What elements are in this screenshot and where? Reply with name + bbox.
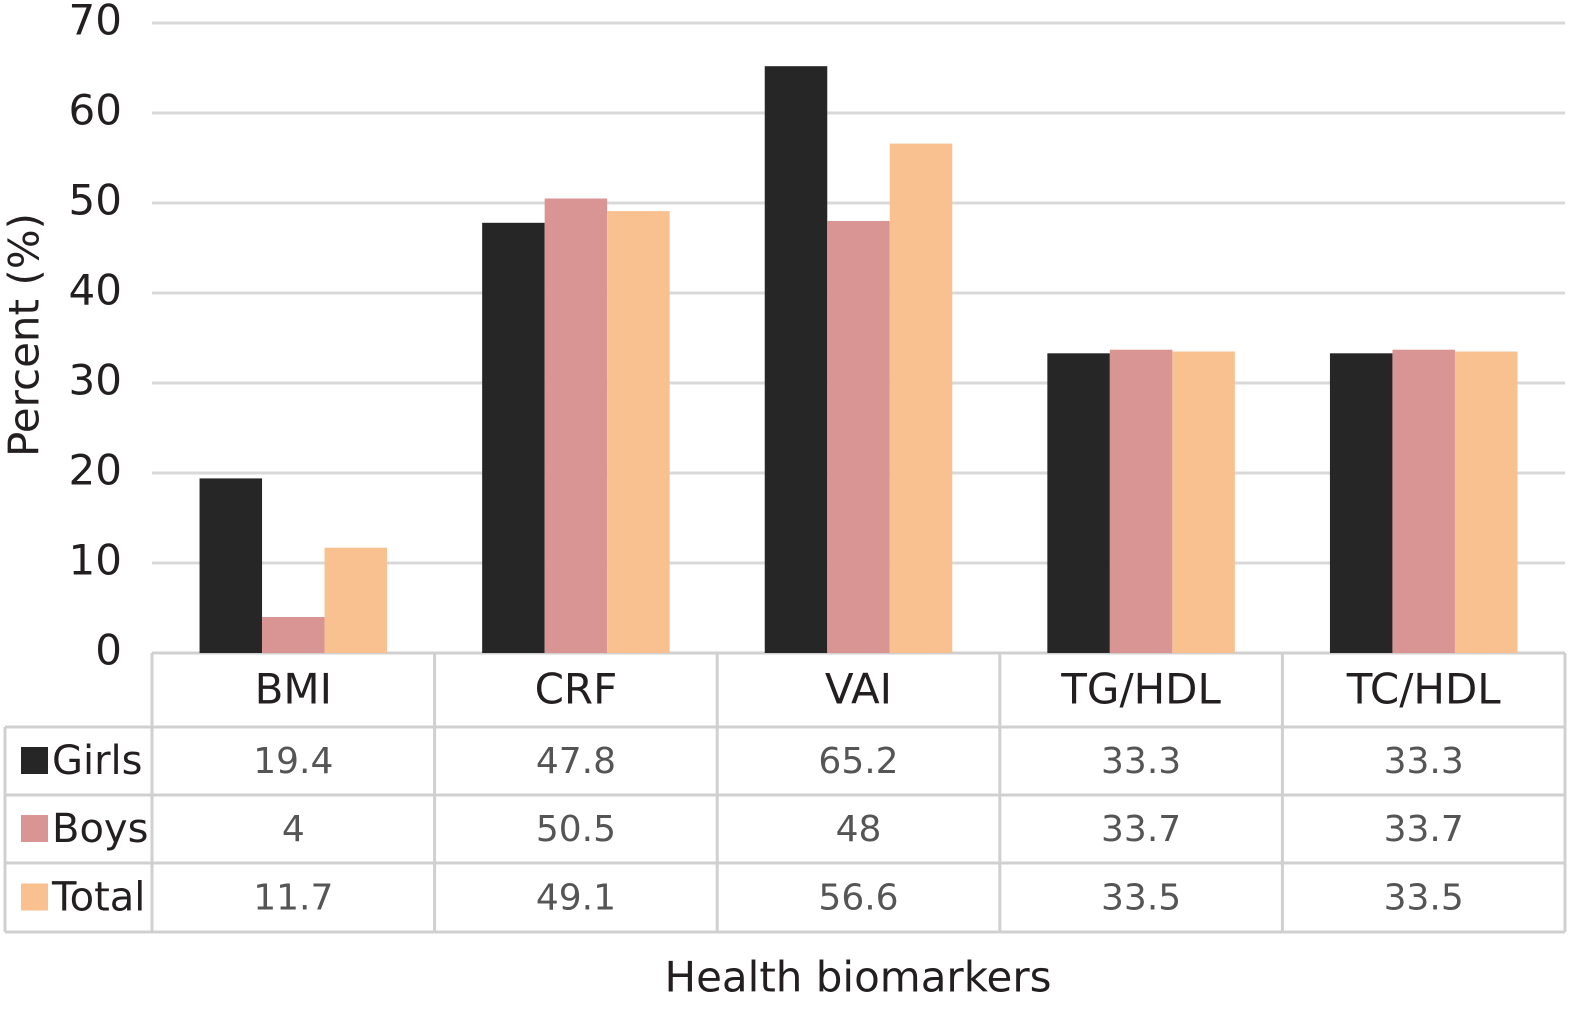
legend-label: Girls: [52, 738, 143, 784]
table-value: 48: [836, 809, 882, 850]
y-tick-label: 60: [69, 86, 122, 135]
bar: [607, 211, 670, 653]
y-tick-label: 10: [69, 536, 122, 585]
table-value: 65.2: [818, 741, 898, 782]
bar: [1109, 349, 1173, 653]
table-value: 11.7: [253, 878, 333, 919]
table-value: 49.1: [536, 878, 616, 919]
table-value: 33.5: [1101, 878, 1181, 919]
bar: [199, 478, 263, 653]
y-tick-label: 70: [69, 0, 122, 45]
x-tick-label: CRF: [535, 665, 618, 714]
bar: [1454, 351, 1518, 653]
x-tick-label: BMI: [255, 665, 332, 714]
bar: [1329, 353, 1393, 653]
y-axis-title: Percent (%): [0, 213, 49, 457]
y-tick-label: 30: [69, 356, 122, 405]
legend-swatch: [21, 883, 48, 911]
bar: [544, 198, 608, 653]
y-tick-label: 20: [69, 446, 122, 495]
table-value: 33.5: [1384, 878, 1464, 919]
bar: [324, 547, 388, 653]
bar: [764, 66, 828, 653]
x-axis-title: Health biomarkers: [664, 953, 1051, 1002]
y-tick-label: 0: [95, 626, 122, 675]
table-value: 56.6: [818, 878, 898, 919]
table-value: 4: [282, 809, 305, 850]
bar: [482, 222, 545, 654]
bar: [1047, 353, 1110, 653]
table-value: 33.7: [1384, 809, 1464, 850]
table-value: 47.8: [536, 741, 616, 782]
y-tick-label: 40: [69, 266, 122, 315]
table-value: 50.5: [536, 809, 616, 850]
legend-label: Boys: [52, 806, 148, 852]
bar: [262, 617, 325, 653]
bar: [889, 143, 953, 653]
y-tick-label: 50: [69, 176, 122, 225]
bar: [827, 221, 890, 653]
legend-swatch: [21, 747, 48, 774]
bar: [1172, 351, 1235, 653]
bar: [1392, 349, 1455, 653]
x-tick-label: VAI: [825, 665, 892, 714]
legend-label: Total: [51, 875, 145, 921]
table-value: 19.4: [253, 741, 333, 782]
legend-swatch: [21, 815, 48, 842]
table-value: 33.3: [1384, 741, 1464, 782]
table-value: 33.3: [1101, 741, 1181, 782]
table-value: 33.7: [1101, 809, 1181, 850]
x-tick-label: TG/HDL: [1060, 665, 1221, 714]
x-tick-label: TC/HDL: [1346, 665, 1502, 714]
